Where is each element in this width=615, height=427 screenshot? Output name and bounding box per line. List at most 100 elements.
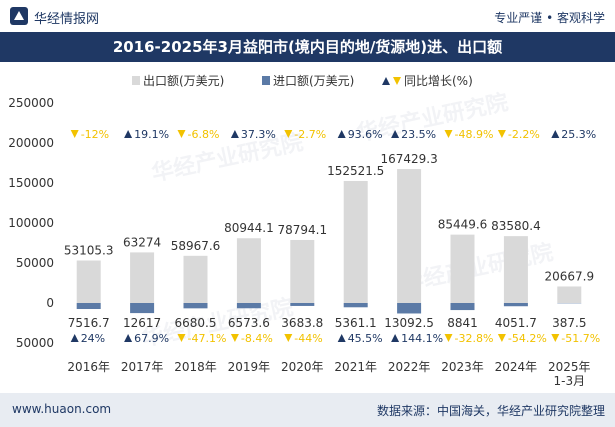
x-tick-label: 2017年	[121, 360, 164, 374]
import-growth-down-triangle-icon	[177, 334, 186, 342]
top-bar: 华经情报网 专业严谨 • 客观科学	[0, 0, 615, 32]
export-growth-up-triangle-icon	[391, 130, 400, 138]
import-growth-down-triangle-icon	[230, 334, 239, 342]
export-growth-down-triangle-icon	[444, 130, 453, 138]
export-growth-down-triangle-icon	[497, 130, 506, 138]
legend-import-swatch	[262, 76, 270, 85]
data-source: 数据来源：中国海关，华经产业研究院整理	[376, 404, 605, 418]
import-value-label: 7516.7	[68, 316, 110, 330]
x-tick-label: 2024年	[495, 360, 538, 374]
legend-growth-label: 同比增长(%)	[404, 74, 473, 88]
import-value-label: 12617	[123, 316, 161, 330]
import-value-label: 13092.5	[384, 316, 434, 330]
import-bar	[130, 303, 155, 314]
export-bar	[236, 238, 261, 303]
export-growth-label: -2.7%	[294, 128, 326, 141]
import-growth-up-triangle-icon	[391, 334, 400, 342]
import-growth-label: -44%	[294, 332, 322, 345]
import-value-label: 4051.7	[495, 316, 537, 330]
export-growth-label: 25.3%	[561, 128, 596, 141]
x-tick-label: 2019年	[228, 360, 271, 374]
export-value-label: 85449.6	[438, 218, 488, 232]
export-growth-label: 93.6%	[348, 128, 383, 141]
export-growth-down-triangle-icon	[177, 130, 186, 138]
huajing-logo-icon	[10, 7, 28, 25]
x-tick-label: 2021年	[334, 360, 377, 374]
import-growth-up-triangle-icon	[70, 334, 79, 342]
import-value-label: 5361.1	[335, 316, 377, 330]
import-growth-up-triangle-icon	[124, 334, 133, 342]
export-growth-up-triangle-icon	[230, 130, 239, 138]
x-tick-label: 2016年	[67, 360, 110, 374]
import-bar	[290, 303, 315, 306]
export-value-label: 20667.9	[544, 269, 594, 283]
export-value-label: 167429.3	[380, 152, 437, 166]
import-growth-down-triangle-icon	[284, 334, 293, 342]
y-tick-label: 200000	[8, 136, 54, 150]
import-growth-label: -32.8%	[455, 332, 494, 345]
export-growth-label: -6.8%	[188, 128, 220, 141]
x-tick-label: 2018年	[174, 360, 217, 374]
y-tick-label: 150000	[8, 176, 54, 190]
export-growth-label: 23.5%	[401, 128, 436, 141]
import-bar	[76, 303, 101, 310]
y-axis: 250000 200000 150000 100000 50000 0 50000	[8, 96, 54, 350]
import-growth-label: 24%	[81, 332, 105, 345]
import-growth-down-triangle-icon	[444, 334, 453, 342]
export-bar	[290, 239, 315, 303]
export-value-label: 80944.1	[224, 221, 274, 235]
x-axis: 2016年 2017年 2018年 2019年 2020年 2021年 2022年 2023年…	[67, 360, 590, 388]
import-value-label: 3683.8	[281, 316, 323, 330]
import-growth-label: -47.1%	[188, 332, 227, 345]
import-growth-label: -8.4%	[241, 332, 273, 345]
x-tick-label: 2025年	[548, 360, 591, 374]
import-bar	[343, 303, 368, 308]
bars	[76, 169, 582, 314]
export-growth-up-triangle-icon	[337, 130, 346, 138]
export-bar	[183, 255, 208, 303]
import-growth-label: 144.1%	[401, 332, 443, 345]
export-growth-label: -48.9%	[455, 128, 494, 141]
import-growth-label: -51.7%	[561, 332, 600, 345]
export-growth-up-triangle-icon	[124, 130, 133, 138]
y-tick-label: 100000	[8, 216, 54, 230]
tagline: 专业严谨 • 客观科学	[494, 11, 605, 25]
site-url: www.huaon.com	[12, 402, 112, 416]
export-value-label: 78794.1	[277, 223, 327, 237]
import-bar	[236, 303, 261, 309]
import-growth-up-triangle-icon	[337, 334, 346, 342]
legend-export-label: 出口额(万美元)	[143, 74, 224, 88]
legend-export-swatch	[132, 76, 140, 85]
export-value-label: 53105.3	[64, 244, 114, 258]
brand-name: 华经情报网	[34, 12, 100, 27]
export-bar	[503, 236, 528, 303]
export-growth-down-triangle-icon	[284, 130, 293, 138]
legend-down-triangle-icon	[393, 77, 401, 85]
x-tick-label: 2022年	[388, 360, 431, 374]
bar-chart: 出口额(万美元) 进口额(万美元) 同比增长(%) 250000 200000 1500…	[8, 74, 600, 388]
y-tick-label: 50000	[16, 256, 54, 270]
import-growth-label: 67.9%	[134, 332, 169, 345]
import-bar	[183, 303, 208, 309]
import-growth-down-triangle-icon	[551, 334, 560, 342]
import-value-label: 387.5	[552, 316, 586, 330]
legend-up-triangle-icon	[382, 77, 390, 85]
y-tick-label: 250000	[8, 96, 54, 110]
import-bar	[397, 303, 422, 314]
export-growth-label: 19.1%	[134, 128, 169, 141]
data-labels: 53105.3 7516.7 63274 12617 58967.6 6680.5 8094…	[64, 152, 594, 330]
legend: 出口额(万美元) 进口额(万美元) 同比增长(%)	[132, 74, 473, 88]
export-value-label: 83580.4	[491, 219, 541, 233]
export-growth-label: -2.2%	[508, 128, 540, 141]
export-bar	[450, 234, 475, 303]
import-value-label: 6573.6	[228, 316, 270, 330]
export-value-label: 58967.6	[171, 239, 221, 253]
export-growth-up-triangle-icon	[551, 130, 560, 138]
export-growth-label: -12%	[81, 128, 109, 141]
import-bar	[450, 303, 475, 311]
legend-import-label: 进口额(万美元)	[273, 74, 354, 88]
export-growth-label: 37.3%	[241, 128, 276, 141]
import-value-label: 6680.5	[175, 316, 217, 330]
export-bar	[343, 180, 368, 303]
growth-row: -12% 24% 19.1% 67.9% -6.8% -47.1% 37.3% -8.4% -2…	[70, 128, 600, 345]
